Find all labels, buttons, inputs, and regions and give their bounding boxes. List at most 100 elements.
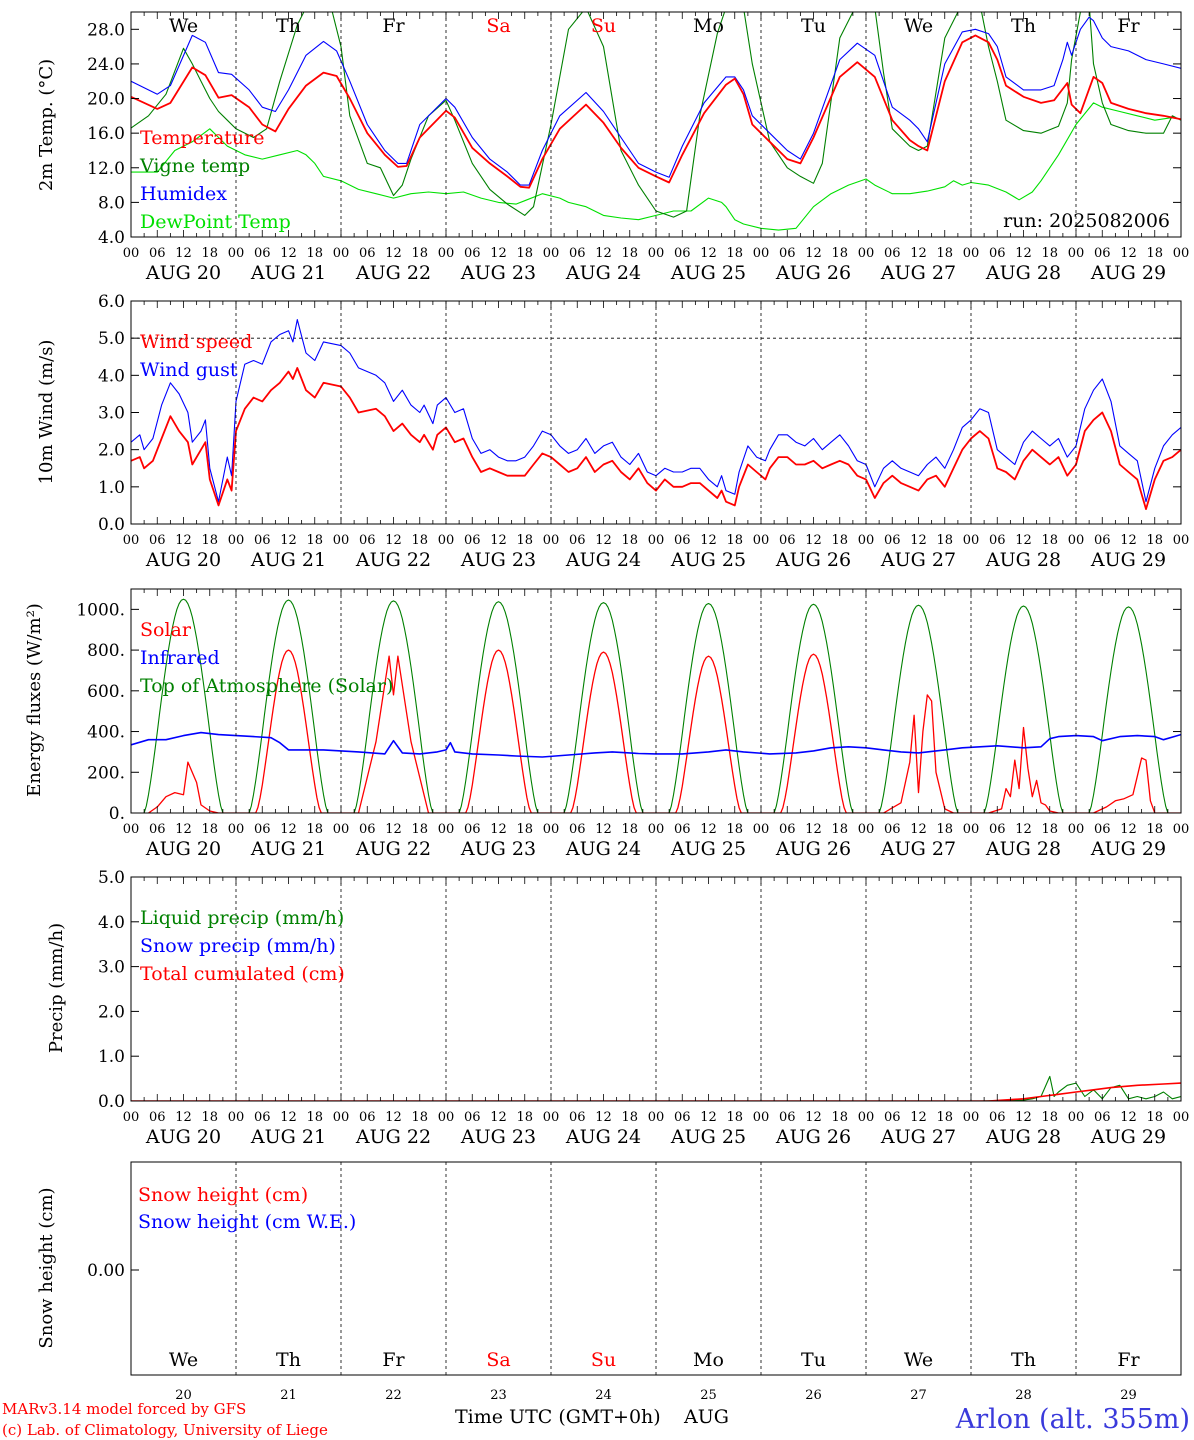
date-label: AUG 26 (775, 549, 851, 571)
legend-entry: Snow precip (mm/h) (140, 935, 336, 957)
date-label: AUG 21 (250, 838, 326, 860)
y-tick-label: 0.00 (87, 1261, 125, 1281)
hour-tick-label: 06 (464, 1110, 481, 1125)
weekday-label: Su (591, 1349, 616, 1371)
hour-tick-label: 00 (648, 822, 665, 837)
hour-tick-label: 18 (831, 1110, 848, 1125)
legend-entry: Humidex (140, 183, 227, 205)
series-vigne-temp (131, 12, 1181, 218)
weekday-label: Th (276, 15, 301, 37)
hour-tick-label: 06 (779, 246, 796, 261)
hour-tick-label: 12 (910, 1110, 927, 1125)
hour-tick-label: 00 (228, 1110, 245, 1125)
hour-tick-label: 06 (254, 822, 271, 837)
legend-entry: DewPoint Temp (140, 211, 291, 233)
weekday-label: Th (1011, 1349, 1036, 1371)
hour-tick-label: 00 (123, 822, 140, 837)
hour-tick-label: 00 (333, 822, 350, 837)
date-label: AUG 28 (985, 549, 1061, 571)
hour-tick-label: 00 (543, 1110, 560, 1125)
hour-tick-label: 12 (700, 533, 717, 548)
hour-tick-label: 18 (516, 822, 533, 837)
hour-tick-label: 18 (1041, 533, 1058, 548)
hour-tick-label: 06 (989, 533, 1006, 548)
date-label: AUG 29 (1090, 838, 1166, 860)
hour-tick-label: 18 (831, 822, 848, 837)
hour-tick-label: 06 (884, 1110, 901, 1125)
hour-tick-label: 06 (359, 246, 376, 261)
weekday-label: Tu (801, 1349, 826, 1371)
temperature-lines (131, 12, 1181, 231)
weekday-label: Sa (486, 15, 510, 37)
weekday-label: Mo (693, 1349, 724, 1371)
hour-tick-label: 12 (490, 533, 507, 548)
hour-tick-label: 00 (123, 246, 140, 261)
hour-tick-label: 00 (963, 1110, 980, 1125)
hour-tick-label: 06 (779, 1110, 796, 1125)
hour-tick-label: 06 (989, 1110, 1006, 1125)
weekday-label: Sa (486, 1349, 510, 1371)
panel-frame (130, 588, 1182, 814)
series-toa-solar (131, 598, 1181, 813)
hour-tick-label: 18 (936, 533, 953, 548)
hour-tick-label: 06 (254, 533, 271, 548)
hour-tick-label: 06 (989, 246, 1006, 261)
hour-tick-label: 00 (543, 822, 560, 837)
date-label: AUG 20 (145, 1126, 221, 1148)
legend-entry: Snow height (cm) (138, 1184, 308, 1206)
hour-tick-label: 06 (464, 822, 481, 837)
hour-tick-label: 06 (569, 533, 586, 548)
hour-tick-label: 00 (858, 533, 875, 548)
legend-entry: Top of Atmosphere (Solar) (140, 675, 393, 697)
hour-tick-label: 18 (201, 246, 218, 261)
hour-tick-label: 12 (700, 822, 717, 837)
hour-tick-label: 06 (1094, 822, 1111, 837)
hour-tick-label: 18 (936, 1110, 953, 1125)
hour-tick-label: 18 (1146, 822, 1163, 837)
panel-energy: 0. 200. 400. 600. 800. 1000. Energy fluxes (W/… (24, 588, 1189, 860)
hour-tick-label: 18 (726, 533, 743, 548)
hour-tick-label: 00 (543, 246, 560, 261)
y-tick-label: 400. (87, 723, 125, 743)
y-axis-label: Precip (mm/h) (46, 923, 67, 1053)
hour-tick-label: 12 (910, 533, 927, 548)
date-label: AUG 25 (670, 838, 746, 860)
footer-model-line2: (c) Lab. of Climatology, University of L… (2, 1421, 328, 1439)
hour-tick-label: 06 (149, 822, 166, 837)
hour-tick-label: 18 (306, 246, 323, 261)
hour-tick-label: 18 (1146, 533, 1163, 548)
series-wind-gust (131, 319, 1181, 503)
weekday-label: Tu (801, 15, 826, 37)
date-label: AUG 22 (355, 1126, 431, 1148)
hour-tick-label: 12 (805, 822, 822, 837)
date-label: AUG 23 (460, 838, 536, 860)
y-tick-label: 800. (87, 641, 125, 661)
legend-entry: Vigne temp (139, 155, 250, 177)
hour-tick-label: 18 (411, 1110, 428, 1125)
y-tick-label: 4.0 (98, 366, 125, 386)
hour-tick-label: 18 (1146, 246, 1163, 261)
date-label: AUG 28 (985, 262, 1061, 284)
y-tick-label: 20.0 (87, 90, 125, 110)
y-tick-label: 0.0 (98, 1092, 125, 1112)
legend-entry: Liquid precip (mm/h) (140, 907, 344, 929)
hour-tick-label: 12 (700, 1110, 717, 1125)
date-label: AUG 29 (1090, 1126, 1166, 1148)
hour-tick-label: 06 (1094, 533, 1111, 548)
hour-tick-label: 12 (280, 246, 297, 261)
series-wind-speed (131, 366, 1181, 511)
hour-tick-label: 00 (963, 533, 980, 548)
hour-tick-label: 00 (1173, 533, 1190, 548)
panel-snow: 0.00 Snow height (cm) Snow height (cm) Snow… (36, 1161, 1182, 1403)
date-label: AUG 25 (670, 262, 746, 284)
hour-tick-label: 00 (228, 533, 245, 548)
date-label: AUG 20 (145, 262, 221, 284)
hour-tick-label: 18 (621, 246, 638, 261)
hour-tick-label: 12 (385, 246, 402, 261)
hour-tick-label: 18 (411, 246, 428, 261)
date-label: AUG 23 (460, 1126, 536, 1148)
hour-tick-label: 12 (385, 1110, 402, 1125)
hour-tick-label: 12 (1120, 1110, 1137, 1125)
hour-tick-label: 18 (621, 1110, 638, 1125)
hour-tick-label: 06 (674, 246, 691, 261)
